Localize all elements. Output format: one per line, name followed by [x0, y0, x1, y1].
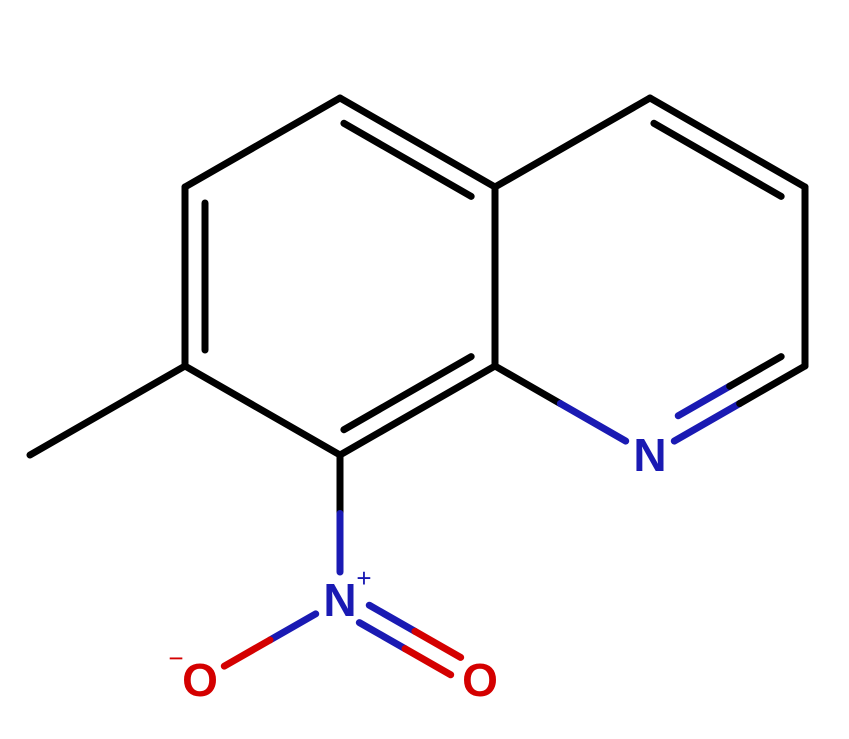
bond-segment [415, 631, 461, 657]
atom-label-n: N [323, 574, 356, 626]
bond-segment [359, 623, 405, 649]
bond-segment [270, 614, 316, 640]
bond-segment [224, 640, 270, 666]
atom-label-o: O [182, 654, 218, 706]
bond-segment [340, 366, 495, 455]
bond-segment [495, 366, 560, 404]
molecular-structure-diagram: NN+O−O [0, 0, 849, 739]
bond-segment [340, 98, 495, 187]
bond-segment [185, 366, 340, 455]
atom-charge: − [168, 643, 183, 673]
bond-segment [185, 98, 340, 187]
atom-label-n: N [633, 429, 666, 481]
bond-segment [560, 404, 625, 442]
bond-segment [405, 649, 451, 675]
bond-segment [369, 605, 415, 631]
atom-charge: + [356, 563, 371, 593]
bond-segment [30, 366, 185, 455]
bond-segment [650, 98, 805, 187]
atom-label-o: O [462, 654, 498, 706]
bond-segment [495, 98, 650, 187]
